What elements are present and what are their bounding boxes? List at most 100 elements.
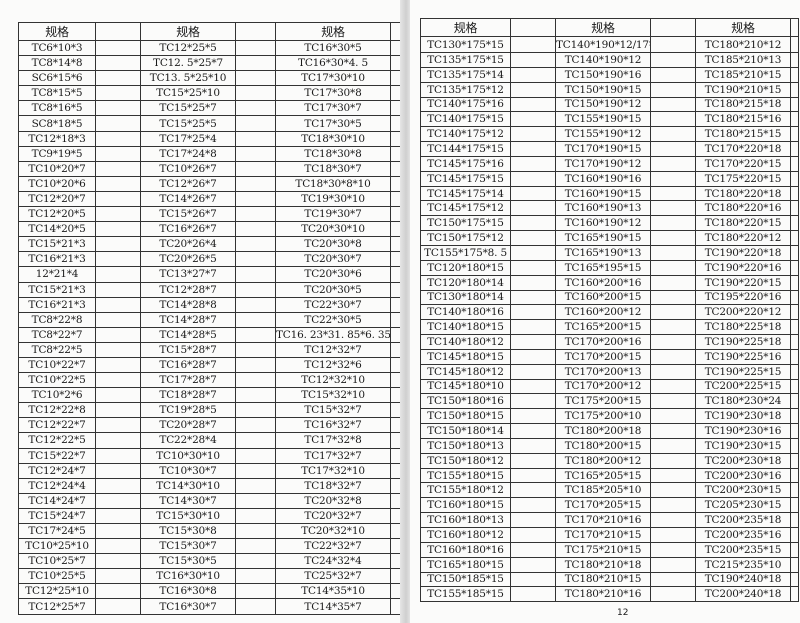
- spec-cell: TC19*30*10: [275, 190, 391, 208]
- spec-cell: TC14*30*10: [140, 477, 236, 494]
- blank-cell: [650, 556, 696, 573]
- blank-cell: [650, 274, 696, 291]
- spec-cell: TC144*175*15: [420, 141, 511, 157]
- spec-cell: TC180*215*18: [695, 96, 791, 113]
- blank-cell: [95, 387, 141, 404]
- spec-cell: TC15*30*7: [140, 538, 236, 555]
- blank-cell: [510, 348, 556, 365]
- table-row: TC12*25*7 TC16*30*7 TC14*35*7: [18, 598, 401, 615]
- spec-cell: TC10*30*7: [140, 462, 236, 479]
- blank-cell: [790, 437, 799, 454]
- blank-cell: [650, 244, 696, 261]
- spec-cell: TC18*30*7: [275, 160, 391, 177]
- table-row: TC10*20*6 TC12*26*7 TC18*30*8*10: [18, 175, 401, 192]
- spec-cell: TC140*175*12: [420, 126, 511, 143]
- blank-cell: [390, 160, 401, 177]
- spec-cell: TC150*175*12: [420, 230, 511, 246]
- spec-cell: TC15*22*7: [18, 447, 96, 464]
- spec-cell: TC9*19*5: [18, 145, 96, 162]
- blank-cell: [790, 334, 799, 350]
- table-row: TC140*175*16 TC150*190*12 TC180*215*18: [420, 96, 799, 113]
- table-row: TC160*180*16 TC175*210*15 TC200*235*15: [420, 541, 799, 558]
- blank-cell: [650, 289, 696, 306]
- spec-cell: TC160*180*15: [420, 497, 511, 514]
- blank-cell: [510, 571, 556, 588]
- blank-cell: [790, 170, 799, 187]
- blank-cell: [510, 111, 556, 128]
- table-row: TC155*180*15 TC165*205*15 TC200*230*16: [420, 467, 799, 484]
- header-row: 规格 规格 规格: [18, 22, 401, 41]
- table-row: TC17*24*5 TC15*30*8 TC20*32*10: [18, 522, 401, 540]
- blank-cell: [390, 522, 401, 540]
- spec-cell: TC160*190*15: [555, 185, 651, 202]
- spec-cell: TC195*220*16: [695, 289, 791, 306]
- spec-cell: TC180*210*18: [555, 556, 651, 573]
- spec-cell: TC20*30*10: [275, 221, 391, 238]
- blank-cell: [390, 477, 401, 494]
- blank-cell: [790, 200, 799, 217]
- blank-cell: [650, 527, 696, 543]
- spec-cell: TC170*190*12: [555, 155, 651, 172]
- blank-cell: [95, 492, 141, 509]
- spec-cell: TC16*30*5: [275, 39, 391, 57]
- table-row: TC140*175*15 TC155*190*15 TC180*215*16: [420, 111, 799, 128]
- spec-cell: TC200*225*15: [695, 378, 791, 395]
- blank-cell: [390, 85, 401, 102]
- blank-cell: [790, 185, 799, 202]
- blank-cell: [235, 281, 276, 298]
- spec-cell: TC18*28*7: [140, 387, 236, 404]
- spec-cell: TC12*25*7: [18, 598, 96, 615]
- spec-cell: TC10*30*10: [140, 447, 236, 464]
- blank-cell: [95, 115, 141, 132]
- blank-cell: [510, 155, 556, 172]
- blank-cell: [235, 447, 276, 464]
- table-row: TC10*22*7 TC16*28*7 TC12*32*6: [18, 356, 401, 374]
- table-row: TC145*175*16 TC170*190*12 TC170*220*15: [420, 155, 799, 172]
- spec-cell: TC17*28*7: [140, 372, 236, 389]
- table-row: 12*21*4 TC13*27*7 TC20*30*6: [18, 266, 401, 283]
- spec-cell: TC12*32*6: [275, 356, 391, 374]
- blank-cell: [790, 259, 799, 276]
- blank-cell: [95, 462, 141, 479]
- spec-cell: TC15*25*5: [140, 115, 236, 132]
- blank-cell: [390, 281, 401, 298]
- spec-cell: TC140*175*15: [420, 111, 511, 128]
- blank-cell: [510, 512, 556, 528]
- table-row: TC6*10*3 TC12*25*5 TC16*30*5: [18, 39, 401, 57]
- spec-cell: TC12*24*7: [18, 462, 96, 479]
- table-row: TC8*15*5 TC15*25*10 TC17*30*8: [18, 85, 401, 102]
- blank-cell: [790, 111, 799, 128]
- spec-cell: TC200*220*12: [695, 304, 791, 321]
- table-row: TC165*180*15 TC180*210*18 TC215*235*10: [420, 556, 799, 573]
- blank-cell: [650, 512, 696, 528]
- spec-cell: TC165*190*13: [555, 244, 651, 261]
- spec-cell: TC15*25*10: [140, 85, 236, 102]
- spec-cell: TC190*220*15: [695, 274, 791, 291]
- spec-cell: TC145*180*12: [420, 363, 511, 380]
- blank-cell: [235, 432, 276, 449]
- spec-cell: TC16*28*7: [140, 356, 236, 374]
- spec-cell: TC180*215*15: [695, 126, 791, 143]
- spec-cell: TC150*180*14: [420, 423, 511, 439]
- spec-cell: TC200*240*18: [695, 586, 791, 603]
- blank-cell: [95, 583, 141, 600]
- spec-cell: TC190*230*18: [695, 408, 791, 425]
- spec-cell: TC12*32*10: [275, 372, 391, 389]
- table-row: TC150*180*12 TC180*200*12 TC200*230*18: [420, 452, 799, 469]
- blank-cell: [235, 70, 276, 87]
- table-row: TC120*180*15 TC165*195*15 TC190*220*16: [420, 259, 799, 276]
- table-row: TC8*22*8 TC14*28*7 TC22*30*5: [18, 311, 401, 328]
- blank-cell: [390, 417, 401, 434]
- table-row: TC145*180*12 TC170*200*13 TC190*225*15: [420, 363, 799, 380]
- spec-cell: TC6*10*3: [18, 39, 96, 57]
- spec-cell: TC14*26*7: [140, 190, 236, 208]
- blank-cell: [95, 522, 141, 540]
- blank-cell: [790, 215, 799, 232]
- spec-cell: TC15*24*7: [18, 507, 96, 525]
- blank-cell: [790, 556, 799, 573]
- header-row: 规格 规格 规格: [420, 18, 799, 37]
- spec-cell: TC155*190*15: [555, 111, 651, 128]
- spec-cell: TC180*200*12: [555, 452, 651, 469]
- blank-cell: [510, 289, 556, 306]
- blank-cell: [650, 81, 696, 98]
